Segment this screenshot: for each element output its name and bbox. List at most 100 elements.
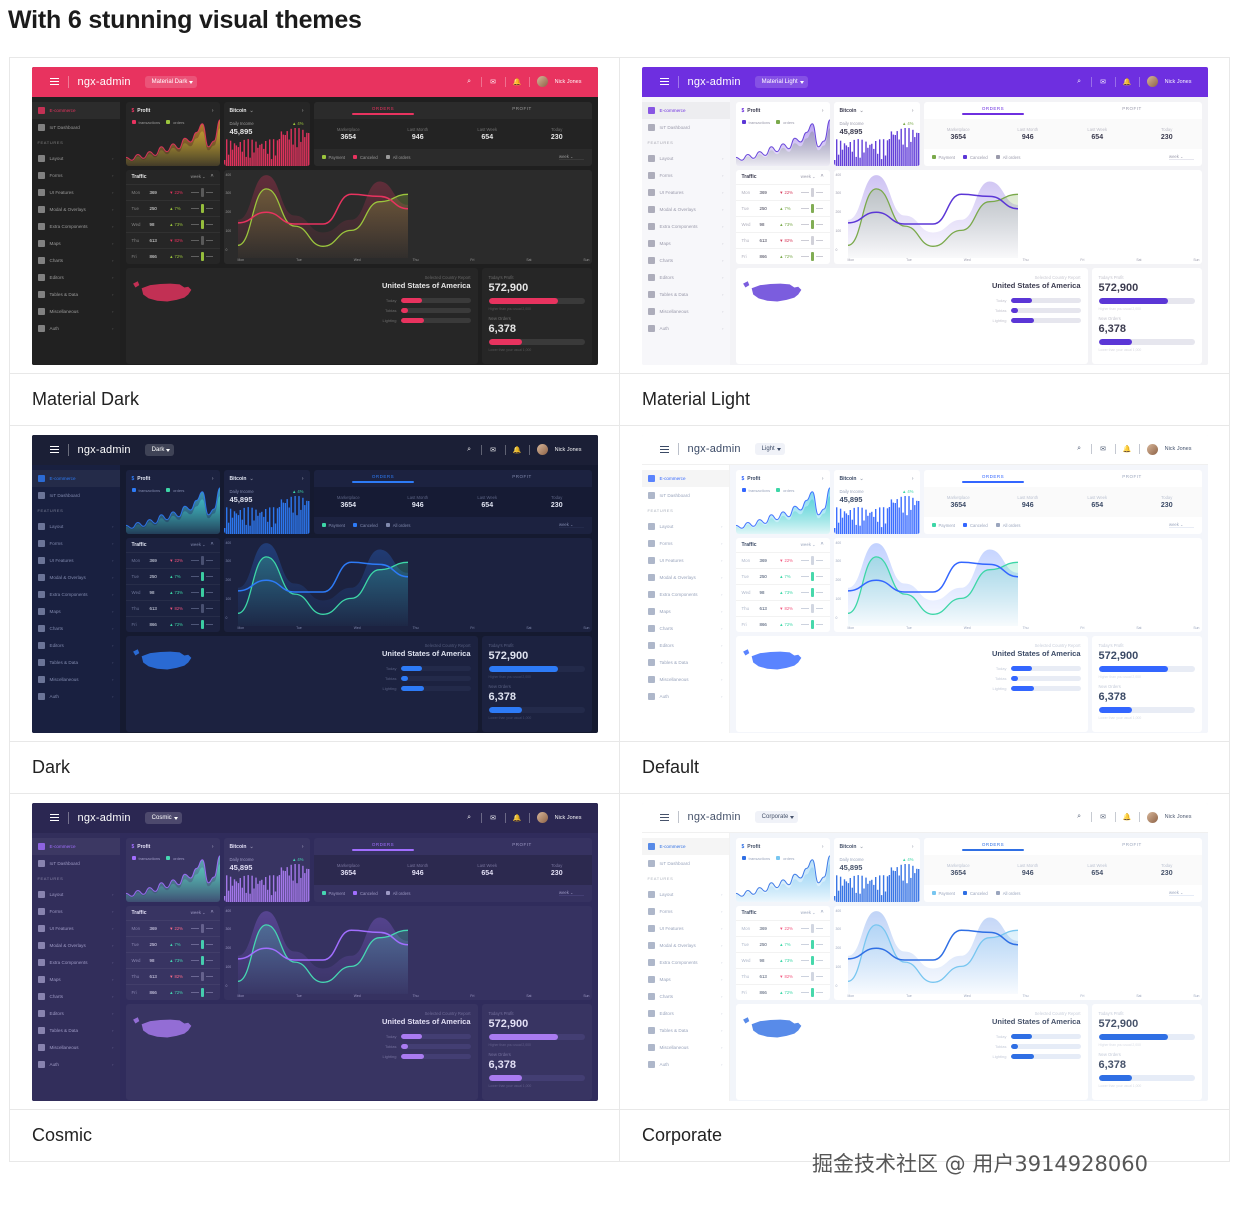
- chevron-up-icon[interactable]: ^: [210, 541, 214, 548]
- theme-preview-dark[interactable]: ngx-admin Dark ⌕ ✉ 🔔 Nick Jones E-commer…: [31, 434, 598, 733]
- theme-thumbnail[interactable]: ngx-admin Material Light ⌕ ✉ 🔔 Nick Jone…: [620, 58, 1229, 373]
- sidebar-item-charts[interactable]: Charts ›: [642, 252, 730, 269]
- tab-orders[interactable]: ORDERS: [924, 474, 1063, 483]
- sidebar-item-layout[interactable]: Layout ›: [32, 150, 120, 167]
- theme-cell-default[interactable]: ngx-admin Light ⌕ ✉ 🔔 Nick Jones E-comme…: [619, 425, 1230, 794]
- mail-icon[interactable]: ✉: [490, 814, 497, 822]
- sidebar-item-editors[interactable]: Editors ›: [32, 269, 120, 286]
- sidebar-item-ui-features[interactable]: UI Features ›: [642, 184, 730, 201]
- theme-cell-cosmic[interactable]: ngx-admin Cosmic ⌕ ✉ 🔔 Nick Jones E-comm…: [9, 793, 620, 1162]
- traffic-period-select[interactable]: week ⌄: [190, 542, 206, 547]
- chevron-right-icon[interactable]: ›: [301, 475, 304, 482]
- sidebar-item-auth[interactable]: Auth ›: [32, 320, 120, 337]
- avatar[interactable]: [1146, 443, 1158, 455]
- sidebar-item-editors[interactable]: Editors ›: [642, 637, 729, 654]
- tab-orders[interactable]: ORDERS: [314, 842, 453, 851]
- tab-profit[interactable]: PROFIT: [512, 473, 532, 479]
- sidebar-item-ui-features[interactable]: UI Features ›: [642, 920, 729, 937]
- period-select[interactable]: week ⌄: [1169, 890, 1194, 896]
- traffic-period-select[interactable]: week ⌄: [190, 174, 206, 179]
- sidebar-item-forms[interactable]: Forms ›: [32, 167, 120, 184]
- sidebar-item-tables-data[interactable]: Tables & Data ›: [642, 1022, 729, 1039]
- mail-icon[interactable]: ✉: [1100, 814, 1107, 821]
- search-icon[interactable]: ⌕: [467, 813, 472, 821]
- tab-profit[interactable]: PROFIT: [1122, 105, 1142, 111]
- sidebar-item-forms[interactable]: Forms ›: [642, 903, 729, 920]
- sidebar-item-forms[interactable]: Forms ›: [642, 167, 730, 184]
- theme-thumbnail[interactable]: ngx-admin Dark ⌕ ✉ 🔔 Nick Jones E-commer…: [10, 426, 619, 741]
- mail-icon[interactable]: ✉: [1100, 446, 1107, 453]
- sidebar-item-layout[interactable]: Layout ›: [32, 886, 120, 903]
- mail-icon[interactable]: ✉: [1100, 78, 1107, 86]
- sidebar-item-editors[interactable]: Editors ›: [32, 1005, 120, 1022]
- search-icon[interactable]: ⌕: [1077, 445, 1082, 452]
- chevron-down-icon[interactable]: ⌄: [859, 475, 864, 482]
- sidebar-item-layout[interactable]: Layout ›: [642, 886, 729, 903]
- sidebar-item-editors[interactable]: Editors ›: [642, 1005, 729, 1022]
- period-select[interactable]: week ⌄: [1169, 522, 1194, 528]
- sidebar-item-e-commerce[interactable]: E-commerce: [31, 837, 120, 855]
- theme-thumbnail[interactable]: ngx-admin Cosmic ⌕ ✉ 🔔 Nick Jones E-comm…: [10, 794, 619, 1109]
- chevron-right-icon[interactable]: ›: [821, 843, 824, 850]
- chevron-up-icon[interactable]: ^: [210, 173, 214, 180]
- chevron-up-icon[interactable]: ^: [820, 541, 824, 548]
- theme-cell-material-dark[interactable]: ngx-admin Material Dark ⌕ ✉ 🔔 Nick Jones…: [9, 57, 620, 426]
- sidebar-item-tables-data[interactable]: Tables & Data ›: [32, 1022, 120, 1039]
- traffic-period-select[interactable]: week ⌄: [190, 910, 206, 915]
- bell-icon[interactable]: 🔔: [1122, 446, 1132, 453]
- period-select[interactable]: week ⌄: [559, 522, 584, 528]
- sidebar-item-editors[interactable]: Editors ›: [642, 269, 730, 286]
- sidebar-item-modal-overlays[interactable]: Modal & Overlays ›: [32, 569, 120, 586]
- sidebar-item-charts[interactable]: Charts ›: [32, 252, 120, 269]
- chevron-right-icon[interactable]: ›: [821, 475, 824, 482]
- sidebar-item-forms[interactable]: Forms ›: [642, 535, 729, 552]
- brand-logo[interactable]: ngx-admin: [687, 443, 741, 455]
- theme-thumbnail[interactable]: ngx-admin Material Dark ⌕ ✉ 🔔 Nick Jones…: [10, 58, 619, 373]
- bell-icon[interactable]: 🔔: [1122, 78, 1132, 86]
- traffic-period-select[interactable]: week ⌄: [800, 910, 816, 915]
- sidebar-item-modal-overlays[interactable]: Modal & Overlays ›: [642, 201, 730, 218]
- mail-icon[interactable]: ✉: [490, 446, 497, 454]
- sidebar-item-extra-components[interactable]: Extra Components ›: [642, 218, 730, 235]
- chevron-up-icon[interactable]: ^: [820, 173, 824, 180]
- sidebar-item-charts[interactable]: Charts ›: [32, 988, 120, 1005]
- theme-picker[interactable]: Cosmic: [144, 811, 182, 824]
- theme-cell-material-light[interactable]: ngx-admin Material Light ⌕ ✉ 🔔 Nick Jone…: [619, 57, 1230, 426]
- chevron-right-icon[interactable]: ›: [911, 107, 914, 114]
- sidebar-item-layout[interactable]: Layout ›: [32, 518, 120, 535]
- brand-logo[interactable]: ngx-admin: [77, 811, 131, 824]
- sidebar-item-modal-overlays[interactable]: Modal & Overlays ›: [32, 937, 120, 954]
- sidebar-item-miscellaneous[interactable]: Miscellaneous ›: [642, 671, 729, 688]
- tab-profit[interactable]: PROFIT: [1122, 473, 1142, 479]
- sidebar-item-tables-data[interactable]: Tables & Data ›: [642, 654, 729, 671]
- bell-icon[interactable]: 🔔: [512, 814, 522, 822]
- sidebar-item-iot-dashboard[interactable]: IoT Dashboard: [32, 119, 120, 136]
- sidebar-item-forms[interactable]: Forms ›: [32, 903, 120, 920]
- chevron-right-icon[interactable]: ›: [301, 107, 304, 114]
- menu-icon[interactable]: [49, 814, 59, 822]
- sidebar-item-maps[interactable]: Maps ›: [32, 971, 120, 988]
- chevron-down-icon[interactable]: ⌄: [249, 843, 254, 850]
- search-icon[interactable]: ⌕: [1077, 77, 1082, 85]
- chevron-right-icon[interactable]: ›: [911, 475, 914, 482]
- sidebar-item-tables-data[interactable]: Tables & Data ›: [32, 654, 120, 671]
- theme-cell-dark[interactable]: ngx-admin Dark ⌕ ✉ 🔔 Nick Jones E-commer…: [9, 425, 620, 794]
- sidebar-item-miscellaneous[interactable]: Miscellaneous ›: [642, 1039, 729, 1056]
- period-select[interactable]: week ⌄: [559, 154, 584, 160]
- sidebar-item-iot-dashboard[interactable]: IoT Dashboard: [642, 487, 729, 504]
- sidebar-item-charts[interactable]: Charts ›: [642, 988, 729, 1005]
- chevron-down-icon[interactable]: ⌄: [859, 843, 864, 850]
- sidebar-item-extra-components[interactable]: Extra Components ›: [32, 218, 120, 235]
- chevron-down-icon[interactable]: ⌄: [249, 475, 254, 482]
- chevron-right-icon[interactable]: ›: [211, 475, 214, 482]
- tab-orders[interactable]: ORDERS: [314, 474, 453, 483]
- sidebar-item-maps[interactable]: Maps ›: [642, 971, 729, 988]
- menu-icon[interactable]: [659, 445, 669, 453]
- sidebar-item-auth[interactable]: Auth ›: [642, 688, 729, 705]
- sidebar-item-iot-dashboard[interactable]: IoT Dashboard: [642, 855, 729, 872]
- theme-thumbnail[interactable]: ngx-admin Light ⌕ ✉ 🔔 Nick Jones E-comme…: [620, 426, 1229, 741]
- sidebar-item-modal-overlays[interactable]: Modal & Overlays ›: [32, 201, 120, 218]
- traffic-period-select[interactable]: week ⌄: [800, 542, 816, 547]
- brand-logo[interactable]: ngx-admin: [687, 811, 741, 823]
- sidebar-item-extra-components[interactable]: Extra Components ›: [642, 586, 729, 603]
